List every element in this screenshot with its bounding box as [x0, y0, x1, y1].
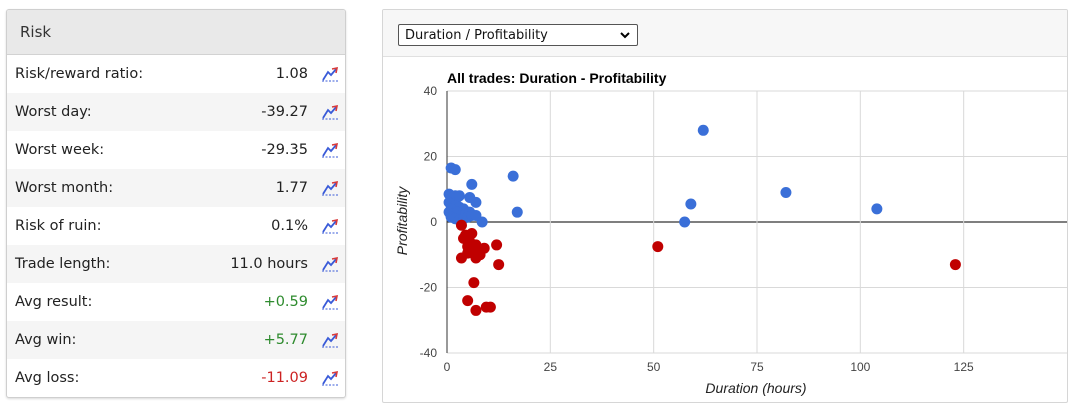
chart-trend-icon[interactable]: [320, 102, 340, 122]
loss-trade-point: [468, 277, 480, 289]
risk-row: Avg loss: -11.09: [7, 359, 345, 397]
chart-trend-icon[interactable]: [320, 64, 340, 84]
loss-trade-point: [455, 252, 467, 264]
risk-row-value: +0.59: [263, 294, 308, 310]
win-trade-point: [470, 196, 482, 208]
chart-trend-icon[interactable]: [320, 216, 340, 236]
win-trade-point: [511, 206, 523, 218]
risk-row: Avg win: +5.77: [7, 321, 345, 359]
chart-title: All trades: Duration - Profitability: [447, 70, 667, 86]
win-trade-point: [685, 198, 697, 210]
chart-toolbar: Duration / Profitability: [383, 10, 1067, 57]
y-axis-label: Profitability: [394, 186, 410, 255]
risk-rows: Risk/reward ratio: 1.08 Worst day: -39.27 Wo…: [7, 55, 345, 397]
risk-row-label: Risk of ruin:: [15, 218, 102, 234]
win-trade-point: [679, 216, 691, 228]
risk-row: Avg result: +0.59: [7, 283, 345, 321]
risk-row: Risk of ruin: 0.1%: [7, 207, 345, 245]
x-axis-label: Duration (hours): [705, 380, 806, 396]
risk-row-value: +5.77: [263, 332, 308, 348]
risk-row: Risk/reward ratio: 1.08: [7, 55, 345, 93]
y-tick-label: 20: [424, 150, 438, 164]
y-tick-label: -40: [420, 346, 438, 360]
risk-row-value: 1.08: [275, 66, 308, 82]
chart-panel: Duration / Profitability All trades: Dur…: [382, 9, 1068, 403]
chart-type-select-value: Duration / Profitability: [405, 27, 548, 43]
loss-trade-point: [455, 219, 467, 231]
loss-trade-point: [470, 304, 482, 316]
y-tick-label: 0: [430, 215, 437, 229]
loss-trade-point: [949, 259, 961, 271]
y-tick-label: 40: [424, 84, 438, 98]
win-trade-point: [780, 187, 792, 199]
loss-trade-point: [652, 241, 664, 253]
risk-row-value: -29.35: [261, 142, 308, 158]
risk-row-label: Trade length:: [15, 256, 111, 272]
risk-row-label: Worst week:: [15, 142, 105, 158]
win-trade-point: [449, 164, 461, 176]
win-trade-point: [476, 216, 488, 228]
loss-trade-point: [491, 239, 503, 251]
risk-row-value: -11.09: [261, 370, 308, 386]
risk-row-label: Worst month:: [15, 180, 114, 196]
risk-row-label: Avg result:: [15, 294, 93, 310]
chart-trend-icon[interactable]: [320, 330, 340, 350]
risk-row: Worst month: 1.77: [7, 169, 345, 207]
win-trade-point: [453, 190, 465, 202]
risk-panel-title: Risk: [7, 10, 345, 55]
risk-row-value: 0.1%: [271, 218, 308, 234]
x-tick-label: 0: [444, 360, 451, 374]
x-tick-label: 50: [647, 360, 661, 374]
risk-row-label: Avg loss:: [15, 370, 80, 386]
risk-row: Worst week: -29.35: [7, 131, 345, 169]
x-tick-label: 100: [850, 360, 870, 374]
risk-row-label: Worst day:: [15, 104, 92, 120]
loss-trade-point: [493, 259, 505, 271]
chart-trend-icon[interactable]: [320, 178, 340, 198]
chart-trend-icon[interactable]: [320, 368, 340, 388]
y-tick-label: -20: [420, 281, 438, 295]
chart-type-select[interactable]: Duration / Profitability: [398, 24, 638, 46]
x-tick-label: 25: [544, 360, 558, 374]
win-trade-point: [871, 203, 883, 215]
loss-trade-point: [478, 242, 490, 254]
risk-row: Worst day: -39.27: [7, 93, 345, 131]
win-trade-point: [466, 178, 478, 190]
win-trade-point: [697, 124, 709, 136]
loss-trade-point: [466, 227, 478, 239]
risk-panel: Risk Risk/reward ratio: 1.08 Worst day: -39…: [6, 9, 346, 398]
chart-trend-icon[interactable]: [320, 254, 340, 274]
x-tick-label: 75: [750, 360, 764, 374]
chart-trend-icon[interactable]: [320, 140, 340, 160]
x-tick-label: 125: [954, 360, 974, 374]
risk-row-label: Avg win:: [15, 332, 77, 348]
win-trade-point: [507, 170, 519, 182]
loss-trade-point: [462, 295, 474, 307]
scatter-chart: All trades: Duration - Profitability Pro…: [394, 70, 1067, 396]
chart-trend-icon[interactable]: [320, 292, 340, 312]
risk-row-value: 1.77: [275, 180, 308, 196]
risk-row-value: 11.0 hours: [230, 256, 308, 272]
chevron-down-icon: [619, 29, 631, 45]
risk-row-value: -39.27: [261, 104, 308, 120]
risk-row-label: Risk/reward ratio:: [15, 66, 144, 82]
loss-trade-point: [484, 301, 496, 313]
loss-trade-point: [470, 252, 482, 264]
risk-row: Trade length: 11.0 hours: [7, 245, 345, 283]
